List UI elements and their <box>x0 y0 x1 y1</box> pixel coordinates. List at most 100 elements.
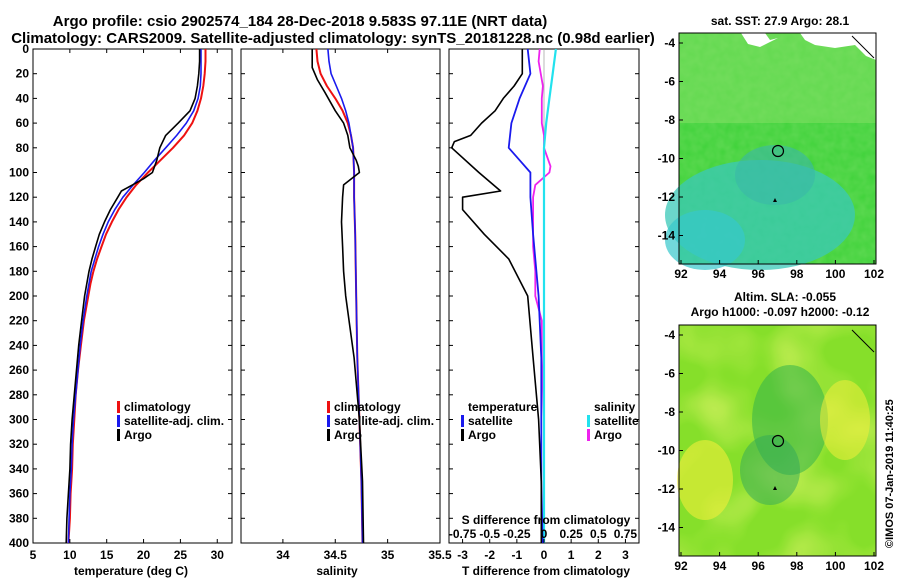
legend-swatch-s-argo <box>587 429 590 441</box>
series-line-satellite-adj-clim- <box>67 49 202 543</box>
series-line-argo <box>65 49 201 543</box>
salinity-panel <box>240 48 441 544</box>
cloud-mask <box>800 33 876 60</box>
map-y-tick-label: -12 <box>658 190 676 204</box>
x-tick-label: -2 <box>484 548 495 562</box>
x-tick-label: 35.5 <box>428 548 452 562</box>
series-line-t-satellite-clim <box>507 49 544 543</box>
depth-tick-label: 400 <box>9 536 29 550</box>
coastline <box>851 35 875 59</box>
legend-climatology: climatology <box>334 400 401 414</box>
map-y-tick-label: -8 <box>664 113 675 127</box>
argo-location-marker <box>771 144 785 158</box>
depth-tick-label: 20 <box>16 67 30 81</box>
legend-swatch-s-satellite <box>587 415 590 427</box>
temperature-panel <box>32 48 233 544</box>
legend-temperature-title: temperature <box>468 400 538 414</box>
sla-map-subtitle: Argo h1000: -0.097 h2000: -0.12 <box>691 305 870 319</box>
depth-tick-label: 120 <box>9 190 29 204</box>
difference-x-ticks: -3 -0.75 -2 -0.5 -1 -0.25 0 0 1 0.25 2 0.5 3 0.75 <box>449 527 638 562</box>
legend-swatch-satellite <box>117 415 120 427</box>
map-x-tick-label: 96 <box>752 267 766 281</box>
x-tick-label: 10 <box>63 548 77 562</box>
legend-s-argo: Argo <box>594 428 622 442</box>
legend-salinity-title: salinity <box>594 400 636 414</box>
sst-map-axes: 92 94 96 98 100 102 -4 -6 -8 -10 -12 -14 <box>658 36 885 281</box>
map-x-tick-label: 94 <box>713 559 727 573</box>
legend-s-satellite: satellite <box>594 414 639 428</box>
map-x-tick-label: 100 <box>825 559 845 573</box>
depth-tick-label: 320 <box>9 437 29 451</box>
map-x-tick-label: 94 <box>713 267 727 281</box>
figure-subtitle: Climatology: CARS2009. Satellite-adjuste… <box>11 30 655 47</box>
temperature-legend: climatology satellite-adj. clim. Argo <box>117 400 224 442</box>
map-y-tick-label: -4 <box>664 328 675 342</box>
float-track-marker <box>773 198 777 202</box>
salinity-legend: climatology satellite-adj. clim. Argo <box>327 400 434 442</box>
t-difference-axis-label: T difference from climatology <box>462 564 630 578</box>
legend-satellite-adj: satellite-adj. clim. <box>334 414 434 428</box>
map-x-tick-label: 92 <box>674 267 688 281</box>
top-tick-label: 0.5 <box>590 527 607 541</box>
depth-tick-label: 180 <box>9 264 29 278</box>
legend-argo: Argo <box>334 428 362 442</box>
difference-legend: temperature satellite Argo salinity sate… <box>461 400 639 442</box>
difference-lines <box>450 49 557 543</box>
map-y-tick-label: -10 <box>658 152 676 166</box>
x-tick-label: 2 <box>595 548 602 562</box>
x-tick-label: 3 <box>622 548 629 562</box>
depth-tick-label: 280 <box>9 388 29 402</box>
salinity-axis-label: salinity <box>316 564 358 578</box>
depth-tick-label: 40 <box>16 91 30 105</box>
x-tick-label: 25 <box>174 548 188 562</box>
depth-tick-label: 340 <box>9 462 29 476</box>
depth-tick-label: 360 <box>9 487 29 501</box>
series-line-t-argo-clim <box>450 49 543 543</box>
legend-swatch-argo <box>327 429 330 441</box>
argo-location-marker <box>771 434 785 448</box>
x-tick-label: 1 <box>568 548 575 562</box>
legend-t-satellite: satellite <box>468 414 513 428</box>
salinity-x-ticks: 34 34.5 35 35.5 <box>276 49 452 562</box>
salinity-lines <box>311 49 365 543</box>
legend-t-argo: Argo <box>468 428 496 442</box>
sla-map-axes: 92 94 96 98 100 102 -4 -6 -8 -10 -12 -14 <box>658 328 885 573</box>
x-tick-label: 30 <box>211 548 225 562</box>
depth-tick-label: 140 <box>9 215 29 229</box>
series-line-satellite-adj-clim- <box>327 49 364 543</box>
x-tick-label: 0 <box>541 548 548 562</box>
map-x-tick-label: 92 <box>674 559 688 573</box>
map-x-tick-label: 102 <box>864 559 884 573</box>
depth-axis: 0 20 40 60 80 100 120 140 160 180 200 220 240 260 280 3… <box>9 42 639 550</box>
x-tick-label: 34.5 <box>324 548 348 562</box>
depth-tick-label: 240 <box>9 338 29 352</box>
depth-tick-label: 160 <box>9 240 29 254</box>
legend-argo: Argo <box>124 428 152 442</box>
x-tick-label: 5 <box>30 548 37 562</box>
depth-tick-label: 380 <box>9 511 29 525</box>
x-tick-label: 34 <box>276 548 290 562</box>
temperature-lines <box>65 49 207 543</box>
top-tick-label: -0.5 <box>479 527 500 541</box>
map-y-tick-label: -10 <box>658 444 676 458</box>
legend-swatch-argo <box>117 429 120 441</box>
x-tick-label: 15 <box>100 548 114 562</box>
legend-swatch-satellite <box>327 415 330 427</box>
x-tick-label: -1 <box>512 548 523 562</box>
temperature-axis-label: temperature (deg C) <box>74 564 188 578</box>
depth-tick-label: 200 <box>9 289 29 303</box>
map-x-tick-label: 96 <box>752 559 766 573</box>
map-x-tick-label: 100 <box>825 267 845 281</box>
legend-swatch-climatology <box>117 401 120 413</box>
map-y-tick-label: -12 <box>658 482 676 496</box>
sla-map <box>677 324 877 557</box>
map-y-tick-label: -14 <box>658 521 676 535</box>
top-tick-label: -0.75 <box>449 527 477 541</box>
temperature-x-ticks: 5 10 15 20 25 30 <box>30 49 225 562</box>
legend-swatch-climatology <box>327 401 330 413</box>
sla-map-title: Altim. SLA: -0.055 <box>734 290 836 304</box>
s-difference-axis-label: S difference from climatology <box>462 513 631 527</box>
map-y-tick-label: -6 <box>664 75 675 89</box>
map-y-tick-label: -14 <box>658 229 676 243</box>
